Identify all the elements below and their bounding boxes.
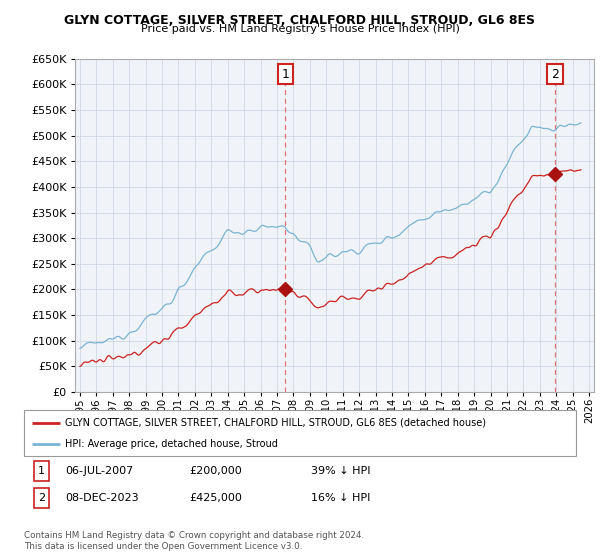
Text: Price paid vs. HM Land Registry's House Price Index (HPI): Price paid vs. HM Land Registry's House …: [140, 24, 460, 34]
Text: 06-JUL-2007: 06-JUL-2007: [65, 466, 134, 476]
Text: GLYN COTTAGE, SILVER STREET, CHALFORD HILL, STROUD, GL6 8ES (detached house): GLYN COTTAGE, SILVER STREET, CHALFORD HI…: [65, 418, 487, 428]
Text: Contains HM Land Registry data © Crown copyright and database right 2024.: Contains HM Land Registry data © Crown c…: [24, 531, 364, 540]
Text: This data is licensed under the Open Government Licence v3.0.: This data is licensed under the Open Gov…: [24, 542, 302, 551]
FancyBboxPatch shape: [24, 410, 576, 456]
Text: £200,000: £200,000: [190, 466, 242, 476]
Text: 2: 2: [38, 493, 45, 503]
Text: HPI: Average price, detached house, Stroud: HPI: Average price, detached house, Stro…: [65, 439, 278, 449]
Text: 39% ↓ HPI: 39% ↓ HPI: [311, 466, 371, 476]
Text: 1: 1: [281, 68, 289, 81]
FancyBboxPatch shape: [34, 461, 49, 481]
FancyBboxPatch shape: [34, 488, 49, 508]
Text: 2: 2: [551, 68, 559, 81]
Text: £425,000: £425,000: [190, 493, 242, 503]
Text: 08-DEC-2023: 08-DEC-2023: [65, 493, 139, 503]
Text: 16% ↓ HPI: 16% ↓ HPI: [311, 493, 370, 503]
Text: 1: 1: [38, 466, 45, 476]
Text: GLYN COTTAGE, SILVER STREET, CHALFORD HILL, STROUD, GL6 8ES: GLYN COTTAGE, SILVER STREET, CHALFORD HI…: [65, 14, 536, 27]
